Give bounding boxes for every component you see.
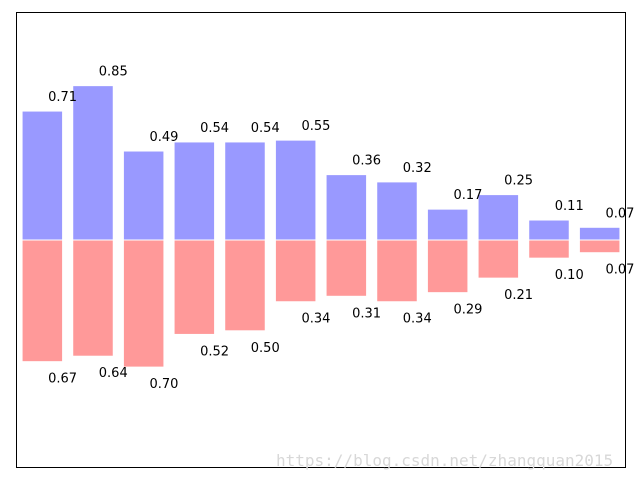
data-labels-layer: 0.71 0.85 0.49 0.54 0.54 0.55 0.36 0.32 0.17 0.25… [48,65,634,392]
bar-negative-2 [72,239,114,357]
data-label-positive-12: 0.07 [605,206,634,221]
data-label-negative-3: 0.70 [149,377,178,392]
bar-negative-3 [122,239,165,368]
bar-negative-10 [477,239,520,279]
data-label-positive-3: 0.49 [149,130,178,145]
bar-positive-2 [72,85,114,241]
bar-negative-7 [325,239,368,297]
data-label-positive-2: 0.85 [99,65,128,80]
bar-negative-6 [274,239,317,303]
data-label-negative-8: 0.34 [403,312,432,327]
bar-negative-4 [173,239,216,335]
bar-negative-11 [528,239,570,259]
bar-positive-6 [274,139,317,241]
data-label-negative-5: 0.50 [251,341,280,356]
bar-negative-8 [376,239,418,303]
bar-negative-1 [21,239,64,363]
data-label-positive-8: 0.32 [403,161,432,176]
data-label-positive-11: 0.11 [555,199,584,214]
data-label-negative-9: 0.29 [453,303,482,318]
bar-positive-3 [122,150,165,241]
plot-area-frame [16,12,626,468]
data-label-positive-7: 0.36 [352,154,381,169]
watermark: https://blog.csdn.net/zhangquan2015 [276,451,613,470]
data-label-positive-5: 0.54 [251,121,280,136]
data-label-positive-6: 0.55 [301,119,330,134]
bar-negative-9 [426,239,469,294]
bars-layer [21,85,621,368]
data-label-negative-7: 0.31 [352,306,381,321]
bar-positive-7 [325,174,368,241]
bar-positive-1 [21,110,64,241]
data-label-negative-10: 0.21 [504,288,533,303]
data-label-negative-6: 0.34 [301,312,330,327]
data-label-positive-1: 0.71 [48,90,77,105]
data-label-positive-9: 0.17 [453,188,482,203]
bar-positive-5 [224,141,266,241]
data-label-negative-11: 0.10 [555,268,584,283]
bar-positive-12 [578,226,621,241]
data-label-negative-1: 0.67 [48,372,77,387]
bar-positive-4 [173,141,216,241]
bar-positive-8 [376,181,418,241]
data-label-negative-4: 0.52 [200,344,229,359]
bar-positive-9 [426,208,469,241]
data-label-positive-10: 0.25 [504,174,533,189]
data-label-positive-4: 0.54 [200,121,229,136]
bar-negative-5 [224,239,266,332]
data-label-negative-2: 0.64 [99,366,128,381]
bar-negative-12 [578,239,621,254]
data-label-negative-12: 0.07 [605,263,634,278]
bar-positive-11 [528,219,570,241]
bar-positive-10 [477,194,520,241]
